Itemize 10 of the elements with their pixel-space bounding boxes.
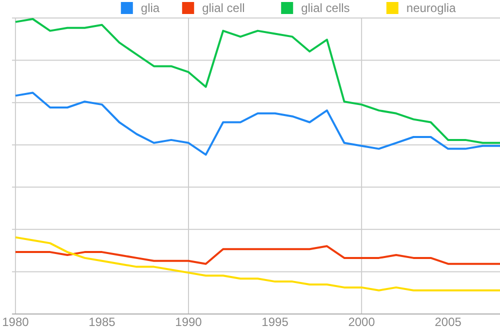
x-tick-label: 2005 [434, 315, 462, 329]
x-tick-label: 1985 [88, 315, 116, 329]
legend-label: neuroglia [406, 1, 456, 15]
x-tick-label: 2000 [348, 315, 376, 329]
x-tick-label: 1980 [2, 315, 30, 329]
legend-label: glial cells [301, 1, 350, 15]
legend-label: glia [140, 1, 160, 15]
x-tick-label: 1995 [262, 315, 289, 329]
legend-label: glial cell [202, 1, 245, 15]
x-tick-label: 1990 [175, 315, 202, 329]
